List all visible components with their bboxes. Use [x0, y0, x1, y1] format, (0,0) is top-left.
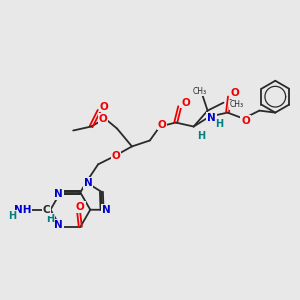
Text: O: O: [241, 116, 250, 126]
Text: N: N: [54, 220, 63, 230]
Text: CH₃: CH₃: [193, 87, 207, 96]
Text: O: O: [76, 202, 85, 212]
Text: C: C: [43, 205, 50, 215]
Text: O: O: [99, 114, 107, 124]
Text: O: O: [112, 152, 120, 161]
Text: N: N: [84, 178, 92, 188]
Text: H: H: [9, 211, 17, 221]
Text: H: H: [198, 131, 206, 142]
Text: O: O: [158, 119, 166, 130]
Text: H: H: [46, 214, 55, 224]
Text: O: O: [100, 102, 108, 112]
Text: H: H: [215, 118, 223, 128]
Text: N: N: [54, 190, 63, 200]
Text: O: O: [181, 98, 190, 108]
Text: CH₃: CH₃: [230, 100, 244, 109]
Text: NH: NH: [14, 205, 31, 215]
Text: O: O: [230, 88, 239, 98]
Text: N: N: [207, 112, 216, 123]
Text: N: N: [102, 205, 110, 215]
